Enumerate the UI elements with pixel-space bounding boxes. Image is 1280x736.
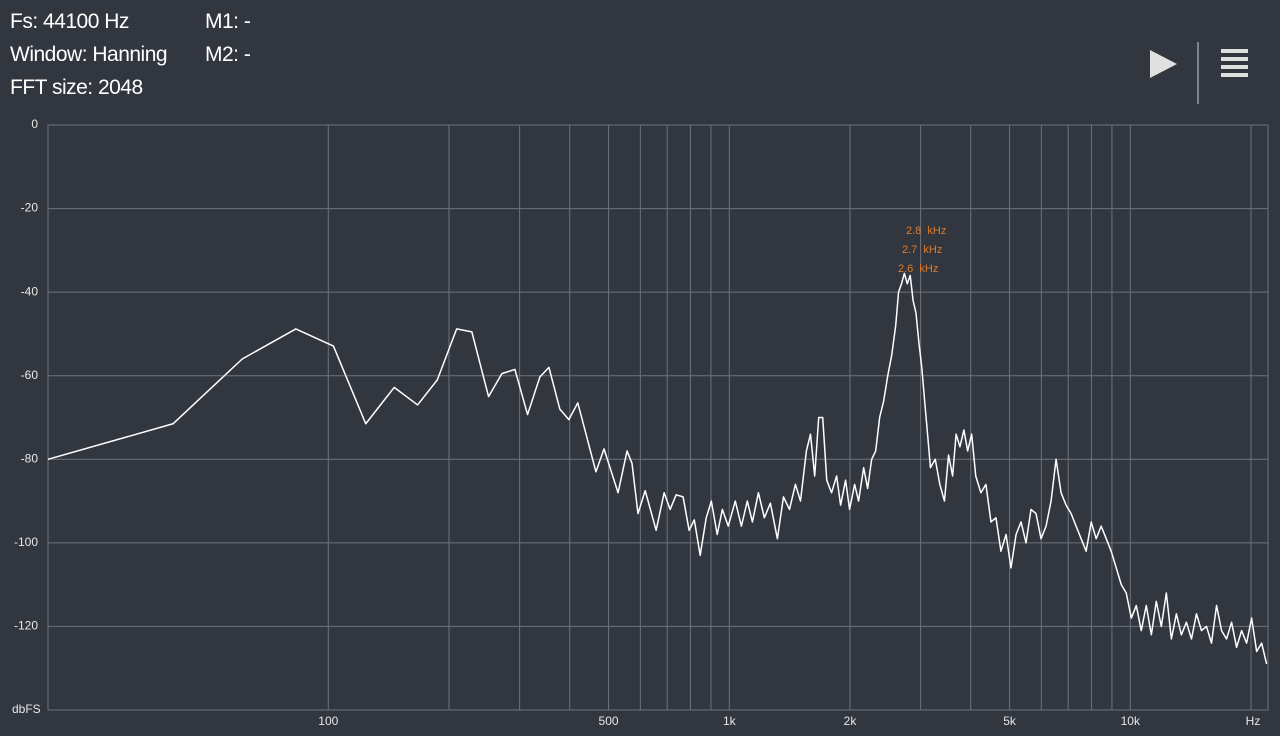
spectrum-line (47, 272, 1268, 665)
y-unit-label: dbFS (12, 702, 41, 716)
y-tick-label: -40 (21, 284, 39, 298)
marker-2: M2: - (205, 43, 251, 66)
fft-size: FFT size: 2048 (10, 76, 143, 99)
y-tick-label: -60 (21, 368, 39, 382)
y-tick-label: -100 (14, 535, 38, 549)
menu-button[interactable] (1221, 49, 1248, 77)
x-tick-label: 500 (599, 714, 619, 728)
sample-rate: Fs: 44100 Hz (10, 10, 129, 33)
x-tick-label: 5k (1003, 714, 1017, 728)
window-type: Window: Hanning (10, 43, 168, 66)
plot-frame (47, 124, 1269, 711)
peak-annotation: 2.6 kHz (898, 263, 938, 275)
x-tick-label: 100 (318, 714, 338, 728)
y-tick-label: -20 (21, 201, 39, 215)
peak-annotation: 2.8 kHz (906, 225, 946, 237)
peak-annotation: 2.7 kHz (902, 244, 942, 256)
y-tick-label: -120 (14, 619, 38, 633)
y-tick-label: -80 (21, 451, 39, 465)
x-unit-label: Hz (1246, 714, 1261, 728)
x-tick-label: 2k (844, 714, 858, 728)
play-button[interactable] (1150, 50, 1177, 78)
x-tick-label: 1k (723, 714, 737, 728)
x-tick-label: 10k (1121, 714, 1141, 728)
marker-1: M1: - (205, 10, 251, 33)
y-tick-label: 0 (31, 117, 38, 131)
